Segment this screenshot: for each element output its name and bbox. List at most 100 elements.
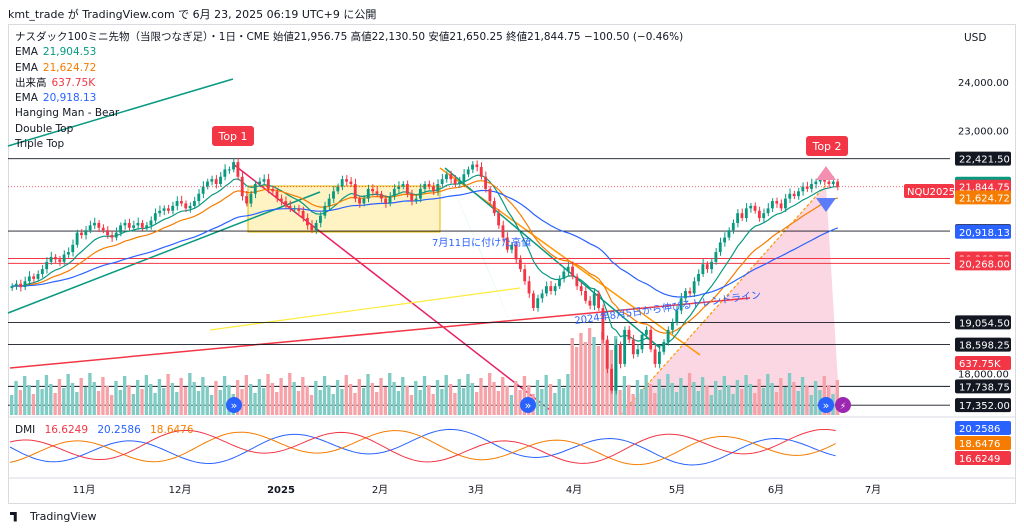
legend-item-label: Double Top <box>15 122 74 135</box>
candle-body <box>531 293 535 309</box>
candle-body <box>40 269 44 274</box>
candle-body <box>823 179 826 182</box>
brand-name: TradingView <box>30 510 97 523</box>
volume-bar <box>627 385 631 415</box>
candle-body <box>575 276 579 287</box>
price-label-bg <box>955 256 1011 271</box>
volume-bar <box>348 384 353 415</box>
legend-item[interactable]: EMA 21,624.72 <box>15 61 683 76</box>
dmi-value-plus: 20.2586 <box>97 424 141 436</box>
event-marker-icon <box>520 397 536 413</box>
volume-bar <box>666 374 670 415</box>
candle-body <box>397 186 401 189</box>
candle-body <box>23 281 27 288</box>
volume-bar <box>835 380 839 415</box>
volume-bar <box>748 384 753 415</box>
candle-body <box>666 329 670 343</box>
volume-bar <box>453 393 457 415</box>
x-tick-label: 12月 <box>169 484 192 496</box>
legend-item[interactable]: EMA 20,918.13 <box>15 91 683 106</box>
candle-body <box>723 237 727 243</box>
volume-bar <box>153 393 157 415</box>
legend-item[interactable]: Hanging Man - Bear <box>15 106 683 121</box>
candle-body <box>140 222 144 228</box>
top2-label: Top 2 <box>811 140 841 153</box>
volume-bar <box>305 386 309 415</box>
volume-bar <box>687 373 692 415</box>
volume-bar <box>214 381 218 415</box>
candle-body <box>797 191 800 197</box>
top1-label: Top 1 <box>217 130 247 143</box>
candle-body <box>527 281 531 294</box>
event-marker-glyph: » <box>231 399 238 412</box>
candle-body <box>831 181 835 185</box>
volume-bar <box>540 389 544 415</box>
price-label: 21,624.72 <box>959 193 1010 204</box>
candle-body <box>414 198 418 202</box>
candle-body <box>36 273 40 279</box>
price-label: 20,918.13 <box>959 228 1010 239</box>
price-label-bg <box>955 379 1011 394</box>
candle-body <box>214 179 218 185</box>
jul-high-annotation: 7月11日に付けた高値 <box>432 236 531 249</box>
candle-body <box>718 242 722 253</box>
volume-bar <box>136 380 140 415</box>
candle-body <box>88 225 92 231</box>
volume-bar <box>92 382 96 415</box>
candle-body <box>584 291 587 301</box>
legend-item[interactable]: Triple Top <box>15 137 683 152</box>
candle-body <box>271 188 275 192</box>
candle-body <box>201 186 205 194</box>
volume-bar <box>275 392 279 415</box>
candle-body <box>827 181 831 185</box>
volume-bar <box>435 380 440 415</box>
trendline-green-lower <box>7 191 321 314</box>
volume-bar <box>618 390 622 415</box>
volume-bar <box>566 374 570 415</box>
volume-bar <box>23 376 27 415</box>
legend-item[interactable]: 出来高 637.75K <box>15 76 683 91</box>
volume-bar <box>49 384 53 415</box>
candle-body <box>627 329 631 340</box>
candle-body <box>445 174 448 180</box>
candle-body <box>427 184 431 187</box>
price-label-bg <box>955 337 1011 352</box>
volume-bar <box>57 379 62 415</box>
dmi-label: DMI <box>15 424 36 436</box>
x-tick-label: 2月 <box>372 484 388 496</box>
volume-bar <box>257 379 262 415</box>
legend-item[interactable]: Double Top <box>15 122 683 137</box>
legend-item[interactable]: EMA 21,904.53 <box>15 45 683 60</box>
candle-body <box>697 273 700 282</box>
currency-label[interactable]: USD <box>964 32 987 44</box>
volume-bar <box>574 347 579 415</box>
price-tick-label: 18,000.00 <box>958 370 1009 381</box>
price-label: 19,054.50 <box>959 318 1010 329</box>
volume-bar <box>301 377 305 415</box>
candle-body <box>236 162 240 177</box>
consolidation-box <box>247 185 441 233</box>
volume-bar <box>166 374 170 415</box>
volume-bar <box>670 383 674 415</box>
volume-bar <box>109 395 114 415</box>
candle-body <box>688 291 692 294</box>
volume-bar <box>75 392 79 415</box>
trendline-red <box>9 297 751 369</box>
candle-body <box>766 208 770 214</box>
candle-body <box>384 198 388 204</box>
volume-bar <box>509 395 514 415</box>
candle-body <box>345 179 348 182</box>
lightning-glyph: ⚡ <box>840 402 846 412</box>
volume-bar <box>188 373 192 415</box>
candle-body <box>119 225 122 233</box>
volume-bar <box>179 378 183 415</box>
cyan-triangle <box>445 170 520 345</box>
volume-bar <box>309 395 314 415</box>
volume-bar <box>418 390 422 415</box>
volume-bar <box>757 379 761 415</box>
volume-bar <box>401 377 405 415</box>
volume-bar <box>705 386 709 415</box>
candle-body <box>114 232 118 238</box>
volume-bar <box>183 387 188 415</box>
